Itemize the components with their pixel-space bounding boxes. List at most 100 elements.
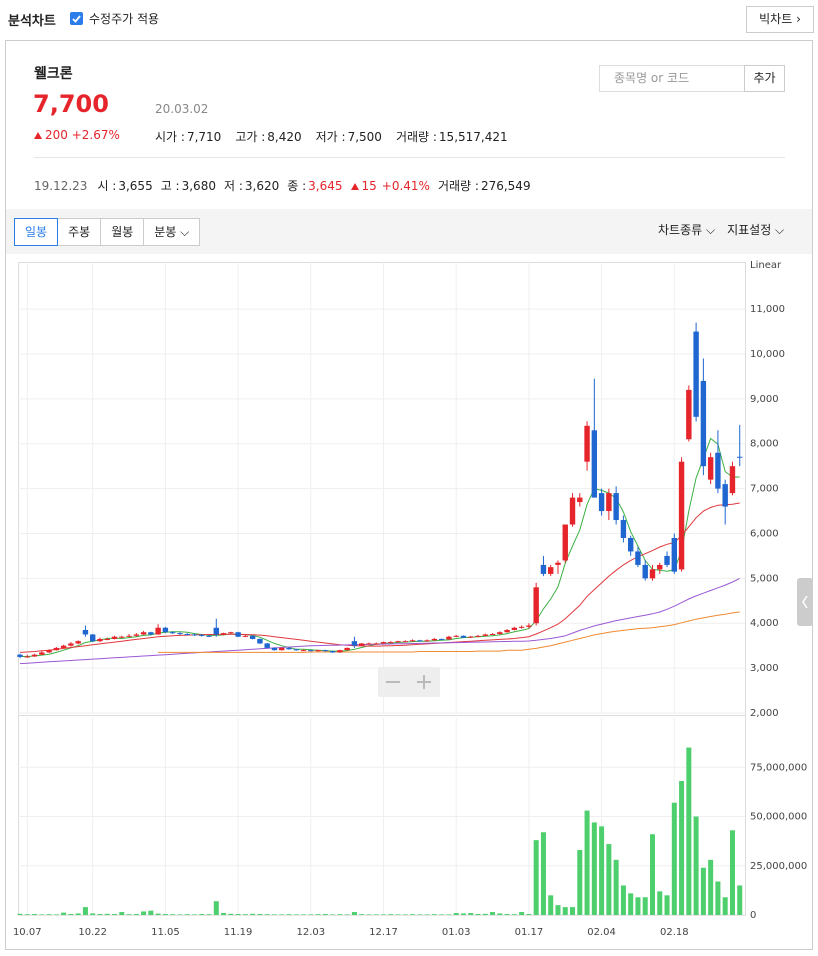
- search-input[interactable]: 종목명 or 코드: [599, 65, 745, 92]
- candle-body: [678, 461, 685, 570]
- candle-body: [104, 638, 110, 640]
- quote-value: 15,517,421: [438, 130, 508, 144]
- period-tabs: 일봉 주봉 월봉 분봉 ⌵: [14, 218, 201, 246]
- candle-body: [395, 641, 401, 643]
- hover-label: 종 :: [287, 179, 307, 193]
- candle-body: [380, 642, 387, 644]
- hover-change: 15 +0.41%: [350, 179, 430, 193]
- volume-bar: [133, 914, 139, 915]
- volume-bar: [439, 914, 445, 915]
- candle-body: [577, 497, 583, 503]
- hover-label: 저 :: [223, 179, 243, 193]
- volume-bar: [315, 914, 321, 915]
- y-tick-label: 25,000,000: [750, 861, 807, 872]
- candle-body: [453, 635, 459, 637]
- menu[interactable]: 지표설정 ⌵: [727, 223, 785, 237]
- y-tick-label: 0: [750, 910, 756, 921]
- candle-body: [460, 635, 467, 638]
- volume-bar: [737, 885, 743, 915]
- candle-body: [729, 466, 736, 494]
- scale-label: Linear: [750, 260, 782, 271]
- candle-body: [657, 564, 663, 570]
- volume-bar: [693, 816, 699, 915]
- check-box[interactable]: [70, 12, 83, 25]
- candle-body: [700, 380, 707, 467]
- hover-label: 고 :: [160, 179, 180, 193]
- volume-bar: [90, 913, 96, 915]
- quote: 고가 :8,420: [235, 130, 301, 144]
- y-tick-label: 2,000: [750, 708, 779, 719]
- quote-label: 고가 :: [235, 130, 266, 144]
- volume-bar: [242, 914, 248, 915]
- stock-name: 웰크론: [34, 66, 73, 82]
- candle-body: [39, 652, 45, 655]
- zoom[interactable]: [378, 667, 440, 697]
- volume-bar: [271, 914, 277, 915]
- period-tab[interactable]: 월봉: [100, 218, 145, 246]
- candle-body: [133, 634, 140, 636]
- side-tab-arrow[interactable]: [802, 595, 808, 609]
- candle-body: [446, 636, 452, 640]
- volume-bar: [170, 914, 176, 915]
- volume-bar: [286, 914, 292, 915]
- candle-body: [555, 562, 561, 565]
- candle-body: [119, 636, 125, 638]
- settings: 차트종류 ⌵ 지표설정 ⌵: [658, 221, 796, 238]
- add-button[interactable]: 추가: [744, 65, 785, 92]
- volume-bar: [526, 914, 532, 915]
- separator: [34, 157, 785, 158]
- volume-bar: [75, 913, 81, 915]
- x-tick-label: 10.07: [13, 927, 42, 938]
- candle-body: [90, 634, 96, 642]
- volume-bar: [104, 913, 110, 915]
- candle-body: [111, 636, 118, 639]
- candle-body: [438, 638, 445, 640]
- quotes: 시가 :7,710 고가 :8,420 저가 :7,500 거래량 :15,517,4…: [155, 128, 522, 145]
- volume-bar: [351, 912, 357, 915]
- candle-body: [533, 587, 539, 624]
- volume-bar: [235, 914, 241, 915]
- volume-bar: [344, 914, 350, 915]
- x-tick-label: 11.19: [224, 927, 253, 938]
- volume-bar: [381, 914, 386, 915]
- volume-bar: [548, 895, 554, 915]
- candle-body: [169, 632, 176, 634]
- volume-bar: [555, 905, 561, 915]
- volume-bar: [46, 914, 52, 915]
- volume-bar: [519, 912, 525, 915]
- period-tab[interactable]: 주봉: [57, 218, 102, 246]
- period-tab[interactable]: 분봉 ⌵: [143, 218, 201, 246]
- candle-body: [344, 647, 350, 651]
- candle-body: [271, 647, 278, 651]
- hover-change-pct: +0.41%: [381, 179, 430, 193]
- checkbox[interactable]: 수정주가 적용: [70, 10, 159, 27]
- quote: 거래량 :15,517,421: [396, 130, 508, 144]
- side-tab[interactable]: [797, 578, 813, 626]
- volume-bar: [628, 893, 634, 915]
- candle-body: [351, 641, 358, 646]
- volume-bar: [468, 913, 474, 915]
- candle-body: [715, 452, 721, 489]
- period-tab[interactable]: 일봉: [14, 218, 59, 246]
- big-chart-button[interactable]: 빅차트 ›: [746, 6, 814, 33]
- y-tick-label: 6,000: [750, 528, 779, 539]
- menu[interactable]: 차트종류 ⌵: [658, 223, 716, 237]
- volume-bar: [410, 914, 416, 915]
- candle-body: [53, 647, 60, 651]
- hover-info: 19.12.23 시 :3,655 고 :3,680 저 :3,620 종 :3,645…: [34, 177, 531, 194]
- volume-bar: [729, 830, 735, 915]
- side-tab-bg[interactable]: [797, 578, 813, 626]
- candle-body: [584, 425, 590, 462]
- volume-bar: [53, 914, 59, 915]
- candle-body: [264, 643, 270, 648]
- candle-body: [707, 457, 714, 480]
- candle-body: [497, 632, 503, 635]
- candle-body: [504, 629, 510, 633]
- volume-bar: [424, 914, 430, 915]
- zoom-bg[interactable]: [378, 667, 440, 697]
- volume-bar: [715, 881, 721, 915]
- candle-body: [206, 635, 212, 637]
- volume-bar: [475, 914, 481, 915]
- candle-body: [191, 634, 198, 636]
